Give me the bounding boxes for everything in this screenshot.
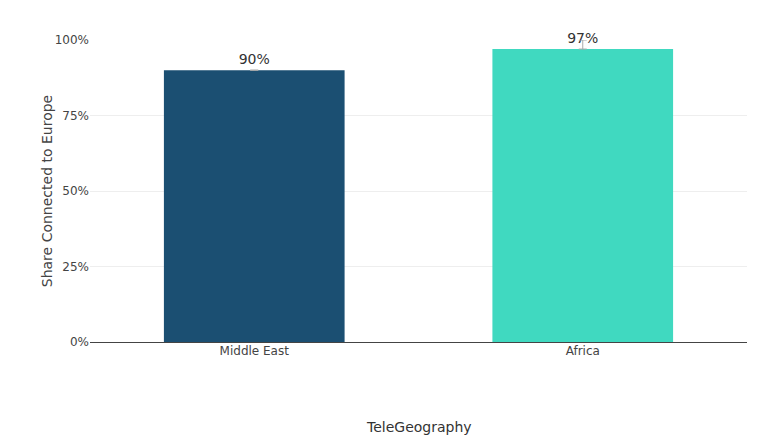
svg-text:50%: 50% [62, 184, 89, 198]
svg-text:Africa: Africa [566, 344, 600, 358]
svg-text:90%: 90% [239, 51, 270, 67]
svg-text:0%: 0% [70, 335, 89, 349]
svg-text:Middle East: Middle East [220, 344, 290, 358]
svg-text:100%: 100% [55, 33, 89, 47]
svg-text:Share Connected to Europe: Share Connected to Europe [39, 95, 55, 287]
svg-text:97%: 97% [567, 30, 598, 46]
svg-text:75%: 75% [62, 109, 89, 123]
svg-text:25%: 25% [62, 260, 89, 274]
svg-text:TeleGeography: TeleGeography [366, 419, 472, 435]
